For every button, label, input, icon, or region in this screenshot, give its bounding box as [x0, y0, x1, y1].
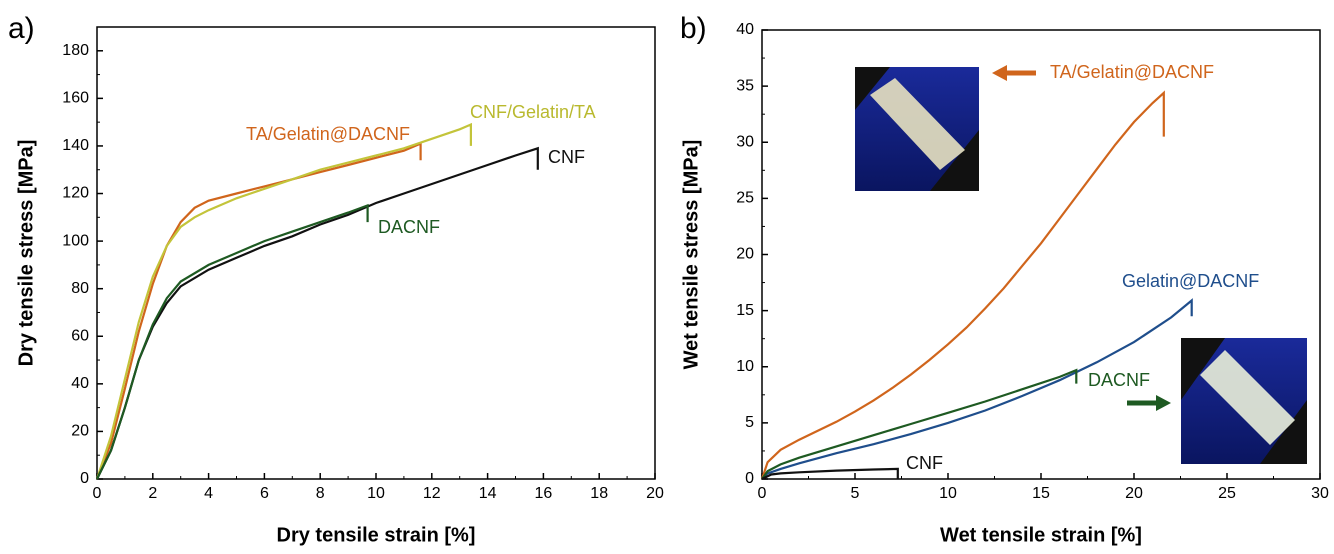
x-tick-label: 8: [316, 485, 325, 502]
series-label: TA/Gelatin@DACNF: [1050, 62, 1214, 82]
data-line: [761, 368, 1078, 480]
arrow: [992, 65, 1036, 81]
x-tick-label: 20: [1125, 485, 1143, 502]
data-line: [761, 298, 1193, 480]
series-label: DACNF: [378, 217, 440, 237]
data-line: [96, 146, 539, 480]
data-line: [96, 203, 369, 480]
x-tick-label: 15: [1032, 485, 1050, 502]
x-tick-label: 0: [93, 485, 102, 502]
y-tick-label: 140: [62, 137, 89, 154]
series-label: CNF: [906, 453, 943, 473]
x-tick-label: 18: [590, 485, 608, 502]
chart-panel: 0 5 10 15 20 25 30 0 5 10 15 20 25 30 35 40 Wet tensile …: [680, 12, 1329, 546]
y-tick-label: 0: [745, 470, 754, 487]
y-tick-label: 5: [745, 414, 754, 431]
y-tick-label: 0: [80, 470, 89, 487]
photo-inset: [855, 67, 979, 191]
y-tick-label: 160: [62, 90, 89, 107]
y-tick-label: 20: [71, 423, 89, 440]
chart-panel: 0 2 4 6 8 10 12 14 16 18 20 0 20 40 60 80 100 120 140 160 18…: [8, 12, 664, 546]
x-tick-label: 30: [1311, 485, 1329, 502]
panel-label: a): [8, 12, 35, 45]
y-tick-label: 100: [62, 232, 89, 249]
x-tick-label: 10: [939, 485, 957, 502]
y-axis-title: Dry tensile stress [MPa]: [15, 140, 37, 367]
y-tick-label: 10: [736, 358, 754, 375]
y-tick-label: 20: [736, 246, 754, 263]
series-label: CNF: [548, 147, 585, 167]
y-tick-label: 80: [71, 280, 89, 297]
data-line: [760, 90, 1165, 480]
x-axis-title: Wet tensile strain [%]: [940, 524, 1142, 546]
y-tick-label: 15: [736, 302, 754, 319]
data-line: [95, 141, 422, 480]
y-axis-title: Wet tensile stress [MPa]: [680, 140, 702, 370]
x-tick-label: 10: [367, 485, 385, 502]
y-tick-label: 120: [62, 185, 89, 202]
data-line: [95, 122, 472, 480]
x-tick-label: 2: [148, 485, 157, 502]
x-tick-label: 5: [851, 485, 860, 502]
series-label: Gelatin@DACNF: [1122, 271, 1259, 291]
photo-inset: [1181, 338, 1307, 464]
x-tick-label: 12: [423, 485, 441, 502]
arrow: [1127, 395, 1171, 411]
y-tick-label: 25: [736, 190, 754, 207]
x-tick-label: 0: [758, 485, 767, 502]
y-tick-label: 40: [71, 375, 89, 392]
y-tick-label: 35: [736, 77, 754, 94]
y-tick-label: 30: [736, 133, 754, 150]
y-tick-label: 60: [71, 327, 89, 344]
x-tick-label: 6: [260, 485, 269, 502]
data-line: [761, 467, 899, 480]
x-tick-label: 20: [646, 485, 664, 502]
panel-label: b): [680, 12, 707, 45]
x-tick-label: 25: [1218, 485, 1236, 502]
x-tick-label: 14: [479, 485, 497, 502]
plot-frame: [96, 26, 656, 480]
x-axis-title: Dry tensile strain [%]: [277, 524, 476, 546]
y-tick-label: 180: [62, 42, 89, 59]
x-tick-label: 4: [204, 485, 213, 502]
x-tick-label: 16: [535, 485, 553, 502]
series-label: DACNF: [1088, 370, 1150, 390]
series-label: CNF/Gelatin/TA: [470, 102, 596, 122]
series-label: TA/Gelatin@DACNF: [246, 124, 410, 144]
y-tick-label: 40: [736, 21, 754, 38]
